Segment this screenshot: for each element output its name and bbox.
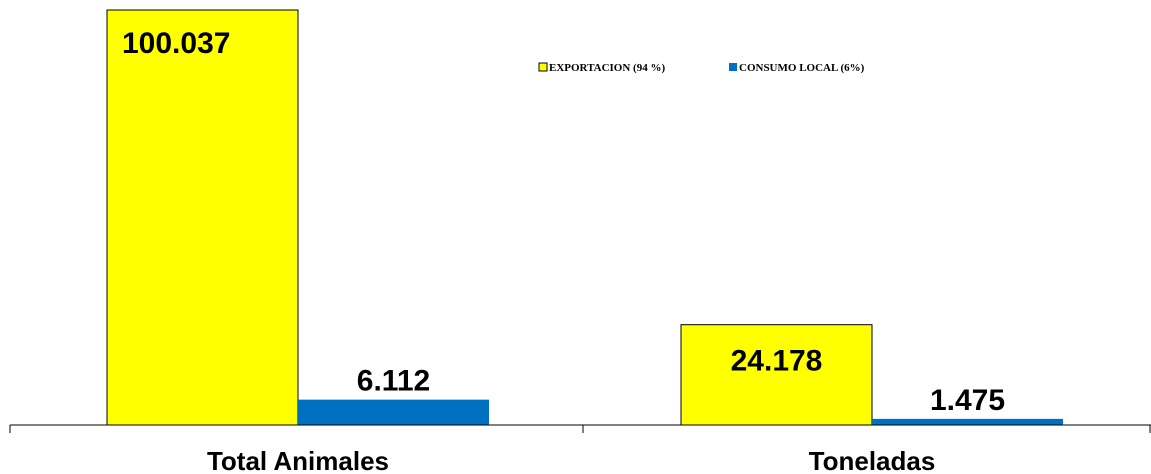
data-label-exportacion-toneladas: 24.178: [731, 345, 823, 378]
bar-consumo-local-toneladas: [872, 418, 1063, 425]
category-label-toneladas: Toneladas: [809, 446, 936, 474]
data-label-exportacion-total-animales: 100.037: [122, 27, 230, 60]
category-label-total-animales: Total Animales: [207, 446, 389, 474]
legend: EXPORTACION (94 %) CONSUMO LOCAL (6%): [538, 62, 865, 74]
legend-swatch-consumo-local: [729, 63, 737, 71]
bar-consumo-local-total-animales: [298, 399, 489, 425]
category-labels-group: Total Animales Toneladas: [207, 446, 935, 474]
bars-group: [106, 9, 1063, 426]
bar-exportacion-toneladas: [680, 324, 873, 426]
bar-exportacion-total-animales: [106, 9, 299, 426]
legend-label-consumo-local: CONSUMO LOCAL (6%): [739, 62, 865, 74]
legend-label-exportacion: EXPORTACION (94 %): [549, 62, 665, 74]
x-axis: [9, 424, 1151, 433]
data-label-consumo-local-toneladas: 1.475: [930, 384, 1005, 417]
data-labels-group: 100.037 6.112 24.178 1.475: [122, 27, 1005, 417]
data-label-consumo-local-total-animales: 6.112: [357, 365, 430, 398]
legend-swatch-exportacion: [538, 62, 548, 72]
